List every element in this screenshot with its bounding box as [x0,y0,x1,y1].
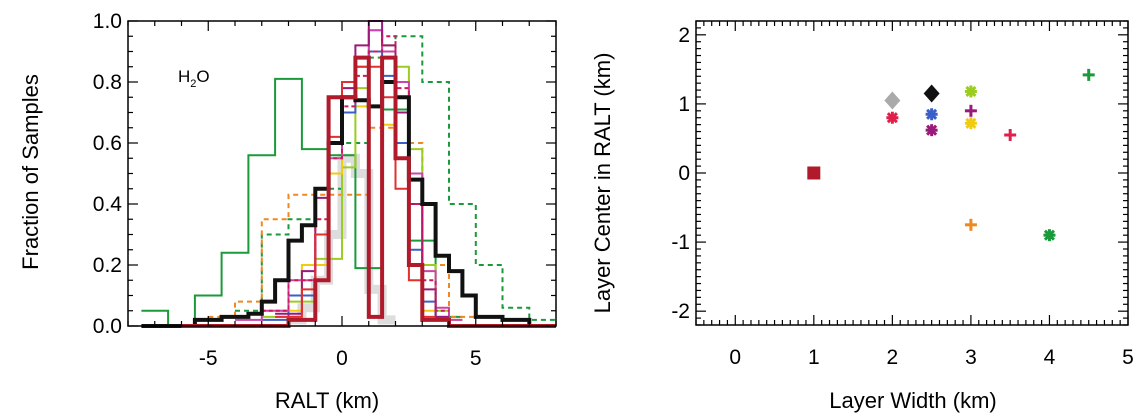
scatter-point-asterisk [964,117,977,130]
scatter-point-asterisk [925,124,938,137]
left-x-tick-label: 0 [336,347,348,370]
right-y-tick-label: 2 [678,24,690,47]
right-x-tick-label: 4 [1044,346,1056,369]
left-y-tick-label: 0.0 [93,315,122,338]
scatter-point-plus [1004,129,1017,141]
scatter-point-asterisk [964,85,977,98]
left-y-tick-label: 0.6 [93,132,122,155]
right-x-tick-label: 1 [808,346,820,369]
left-y-axis-label: Fraction of Samples [18,74,43,270]
right-points-group [807,68,1095,242]
left-y-tick-label: 1.0 [93,10,122,33]
right-y-tick-label: -1 [671,231,690,254]
scatter-point-plus [1082,68,1095,81]
histogram-series-11 [141,80,556,328]
right-x-tick-label: 3 [965,346,977,369]
right-y-axis-label: Layer Center in RALT (km) [590,53,615,314]
left-x-tick-label: -5 [199,347,218,370]
right-y-tick-label: 0 [678,162,690,185]
scatter-point-asterisk [925,108,938,121]
right-plot-frame [695,20,1129,326]
histogram-series-9 [261,35,449,312]
left-y-tick-label: 0.2 [93,254,122,277]
histogram-series-12 [181,55,556,328]
left-y-tick-label: 0.8 [93,71,122,94]
scatter-point-plus [964,218,977,231]
histogram-series-7 [235,29,463,321]
left-ticks: -5 0 5 0.0 0.2 0.4 0.6 0.8 1.0 [93,10,557,370]
right-ticks: 0 1 2 3 4 5 -2 -1 0 1 2 [671,20,1134,369]
scatter-point-plus [964,104,977,117]
right-y-tick-label: 1 [678,93,690,116]
left-x-axis-label: RALT (km) [275,388,379,413]
left-x-tick-label: 5 [470,347,482,370]
scatter-point-square [807,166,821,180]
scatter-point-diamond [884,91,901,110]
left-y-tick-label: 0.4 [93,193,123,216]
right-x-tick-label: 2 [887,346,899,369]
right-x-tick-label: 0 [729,346,741,369]
scatter-point-asterisk [886,111,899,124]
left-histogram-panel: -5 0 5 0.0 0.2 0.4 0.6 0.8 1.0 H2O RALT (km) Fra… [18,10,557,413]
scatter-point-asterisk [1043,229,1056,242]
right-y-tick-label: -2 [671,300,690,323]
left-annotation: H2O [178,67,210,90]
right-scatter-panel: 0 1 2 3 4 5 -2 -1 0 1 2 Layer Width (km) Layer Cen… [590,20,1134,413]
right-x-tick-label: 5 [1122,346,1134,369]
left-series-group [141,20,556,328]
scatter-point-diamond [923,84,940,103]
right-x-axis-label: Layer Width (km) [829,388,996,413]
